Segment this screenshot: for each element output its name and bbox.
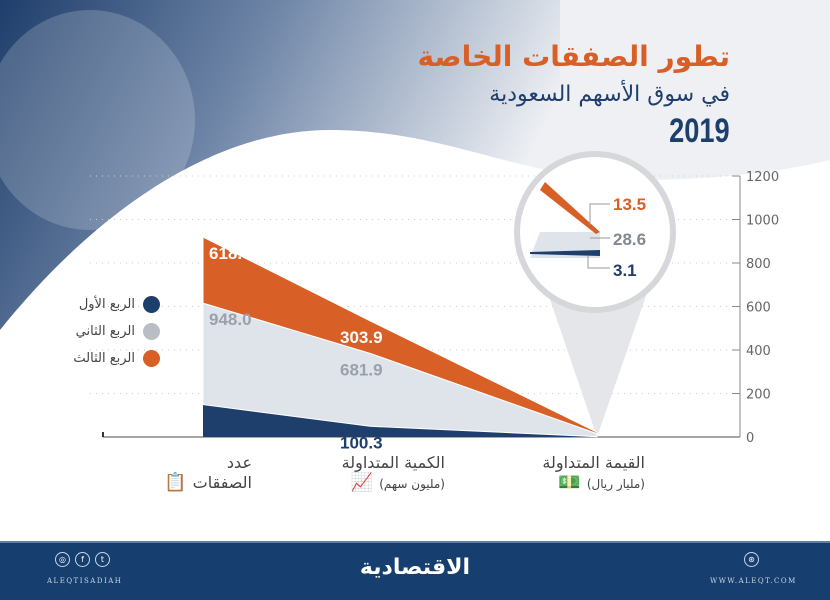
y-tick-label: 200 xyxy=(746,388,771,403)
legend-label: الربع الأول xyxy=(78,297,135,312)
legend-item-q1: الربع الأول xyxy=(40,296,160,313)
category-line2: (مليون سهم) xyxy=(379,477,445,491)
footer-handle[interactable]: ALEQTISADIAH xyxy=(47,577,123,585)
data-label: 28.6 xyxy=(613,230,646,249)
category-label-value: القيمة المتداولة (مليار ريال) 💵 xyxy=(542,453,645,493)
category-line2: الصفقات xyxy=(192,473,252,492)
category-label-volume: الكمية المتداولة (مليون سهم) 📈 xyxy=(342,453,445,493)
legend-swatch-q1 xyxy=(143,296,160,313)
data-label: 303.9 xyxy=(340,328,383,347)
data-label: 3.1 xyxy=(613,261,637,280)
data-label: 681.9 xyxy=(340,360,383,379)
category-label-deals: عدد الصفقات 📋 xyxy=(164,453,252,493)
clipboard-chart-icon: 📋 xyxy=(164,472,187,493)
logo: الاقتصادية xyxy=(359,555,471,580)
chart-title: تطور الصفقات الخاصة xyxy=(417,40,730,73)
footer: ◎ f t ALEQTISADIAH الاقتصادية ⊛ WWW.ALEQ… xyxy=(0,541,830,600)
y-tick-label: 0 xyxy=(746,431,754,446)
area-q3 xyxy=(202,236,598,435)
data-label: 303.0 xyxy=(209,412,252,431)
data-label: 618.0 xyxy=(209,244,252,263)
stacked-area-chart: 0 200 400 600 800 1000 1200 303.0 100.3 948.0 681.… xyxy=(90,151,779,452)
data-label: 13.5 xyxy=(613,195,646,214)
legend-item-q2: الربع الثاني xyxy=(40,323,160,340)
legend-swatch-q3 xyxy=(143,350,160,367)
category-line1: القيمة المتداولة xyxy=(542,453,645,472)
instagram-icon[interactable]: ◎ xyxy=(55,552,70,567)
legend-item-q3: الربع الثالث xyxy=(40,350,160,367)
y-tick-label: 800 xyxy=(746,257,771,272)
category-line2: (مليار ريال) xyxy=(586,477,645,491)
category-line1: عدد xyxy=(226,453,252,472)
leader-line xyxy=(589,203,610,225)
twitter-icon[interactable]: t xyxy=(95,552,110,567)
data-label: 100.3 xyxy=(340,433,383,452)
chart-year: 2019 xyxy=(669,112,730,150)
y-tick-label: 600 xyxy=(746,301,771,316)
legend-label: الربع الثالث xyxy=(73,351,135,366)
globe-icon xyxy=(0,10,195,230)
footer-website[interactable]: WWW.ALEQT.COM xyxy=(710,577,797,585)
zoom-area-q3 xyxy=(540,182,600,234)
leader-line xyxy=(587,256,610,269)
y-tick-label: 1000 xyxy=(746,214,779,229)
y-tick-label: 1200 xyxy=(746,170,779,185)
zoom-area-q1 xyxy=(530,250,600,256)
web-icon[interactable]: ⊛ xyxy=(744,552,759,567)
data-label: 948.0 xyxy=(209,310,252,329)
facebook-icon[interactable]: f xyxy=(75,552,90,567)
area-q1 xyxy=(203,404,597,437)
stock-chart-icon: 📈 xyxy=(350,472,374,493)
chart-subtitle: في سوق الأسهم السعودية xyxy=(489,82,730,107)
magnifier: 13.5 28.6 3.1 xyxy=(514,151,676,313)
category-line1: الكمية المتداولة xyxy=(341,453,445,472)
legend-swatch-q2 xyxy=(143,323,160,340)
legend-label: الربع الثاني xyxy=(75,324,135,339)
money-coins-icon: 💵 xyxy=(558,472,581,493)
y-tick-label: 400 xyxy=(746,344,771,359)
magnifier-cone xyxy=(540,270,655,437)
